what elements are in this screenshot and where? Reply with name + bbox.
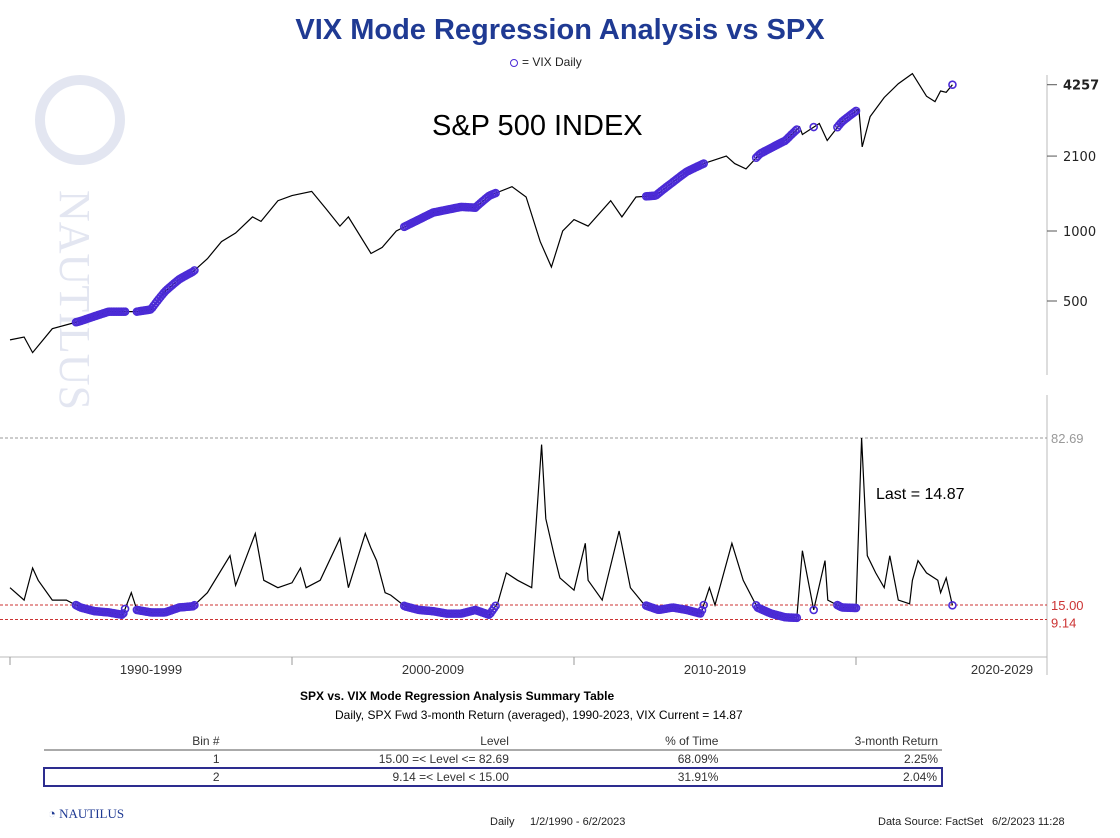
threshold-label: 9.14 — [1051, 615, 1076, 630]
col-header: % of Time — [512, 733, 723, 751]
spx-vix-marker — [850, 107, 859, 117]
footer-timestamp: 6/2/2023 11:28 — [992, 816, 1065, 828]
table-subtitle: Daily, SPX Fwd 3-month Return (averaged)… — [335, 708, 743, 722]
cell: 68.09% — [512, 750, 723, 769]
nautilus-watermark: NAUTILUS — [30, 60, 130, 500]
nautilus-logo: ◔ NAUTILUS — [48, 806, 125, 821]
spx-panel-title: S&P 500 INDEX — [432, 110, 643, 142]
vix-marker — [851, 603, 861, 613]
vix-marker — [697, 605, 707, 615]
summary-table: Bin # Level% of Time 3-month Return 1 15.00… — [43, 733, 943, 787]
threshold-label: 15.00 — [1051, 598, 1084, 613]
vix-marker — [792, 613, 802, 623]
vix-marker — [190, 600, 199, 610]
time-tick-label: 2000-2009 — [402, 662, 464, 677]
spx-vix-marker — [120, 307, 130, 316]
spx-vix-marker — [699, 159, 709, 168]
table-row: 1 15.00 =< Level <= 82.69 68.09% 2.25% — [44, 750, 942, 769]
spx-vix-marker — [790, 126, 800, 136]
footer-frequency: Daily — [490, 816, 515, 828]
vix-marker — [948, 601, 957, 610]
vix-marker — [491, 601, 500, 611]
time-tick-label: 2010-2019 — [684, 662, 746, 677]
spx-tick-label: 500 — [1063, 295, 1088, 310]
spx-tick-label: 4257 — [1063, 79, 1099, 94]
spx-vix-marker — [948, 80, 957, 90]
spx-vix-marker — [491, 188, 500, 198]
cell: 1 — [44, 750, 224, 769]
legend: = VIX Daily — [510, 55, 582, 69]
spx-vix-marker — [190, 266, 199, 275]
last-annotation: Last = 14.87 — [876, 486, 965, 503]
svg-text:NAUTILUS: NAUTILUS — [50, 190, 99, 410]
table-row-highlighted: 2 9.14 =< Level < 15.00 31.91% 2.04% — [43, 767, 943, 787]
spx-tick-label: 1000 — [1063, 225, 1096, 240]
cell: 2.04% — [722, 767, 943, 787]
time-tick-label: 2020-2029 — [971, 662, 1033, 677]
spx-vix-marker — [809, 122, 819, 132]
cell: 15.00 =< Level <= 82.69 — [223, 750, 513, 769]
vix-marker — [119, 609, 128, 618]
spx-vix-marker — [188, 267, 198, 277]
col-header: Level — [223, 733, 513, 751]
spx-vix-marker — [851, 106, 861, 116]
spx-vix-marker — [792, 125, 802, 134]
vix-line — [9, 437, 953, 619]
cell: 9.14 =< Level < 15.00 — [223, 767, 513, 787]
col-header: 3-month Return — [722, 733, 942, 751]
chart-title: VIX Mode Regression Analysis vs SPX — [295, 14, 825, 46]
cell: 2 — [43, 767, 224, 787]
vix-marker — [120, 604, 130, 614]
chart-svg: 500 1000 2100 4257 S&P 500 INDEX 1990-1999 200… — [0, 72, 1099, 677]
spx-tick-label: 2100 — [1063, 150, 1096, 165]
vix-marker — [699, 600, 709, 610]
footer-source: Data Source: FactSet — [878, 816, 984, 828]
vix-marker — [809, 605, 819, 615]
col-header: Bin # — [44, 733, 224, 751]
table-title: SPX vs. VIX Mode Regression Analysis Sum… — [300, 689, 615, 703]
threshold-label: 82.69 — [1051, 431, 1084, 446]
time-tick-label: 1990-1999 — [120, 662, 182, 677]
vix-marker-icon — [510, 58, 518, 67]
footer-range: 1/2/1990 - 6/2/2023 — [530, 816, 626, 828]
legend-label: = VIX Daily — [522, 55, 582, 69]
cell: 31.91% — [512, 767, 723, 787]
cell: 2.25% — [722, 750, 942, 769]
